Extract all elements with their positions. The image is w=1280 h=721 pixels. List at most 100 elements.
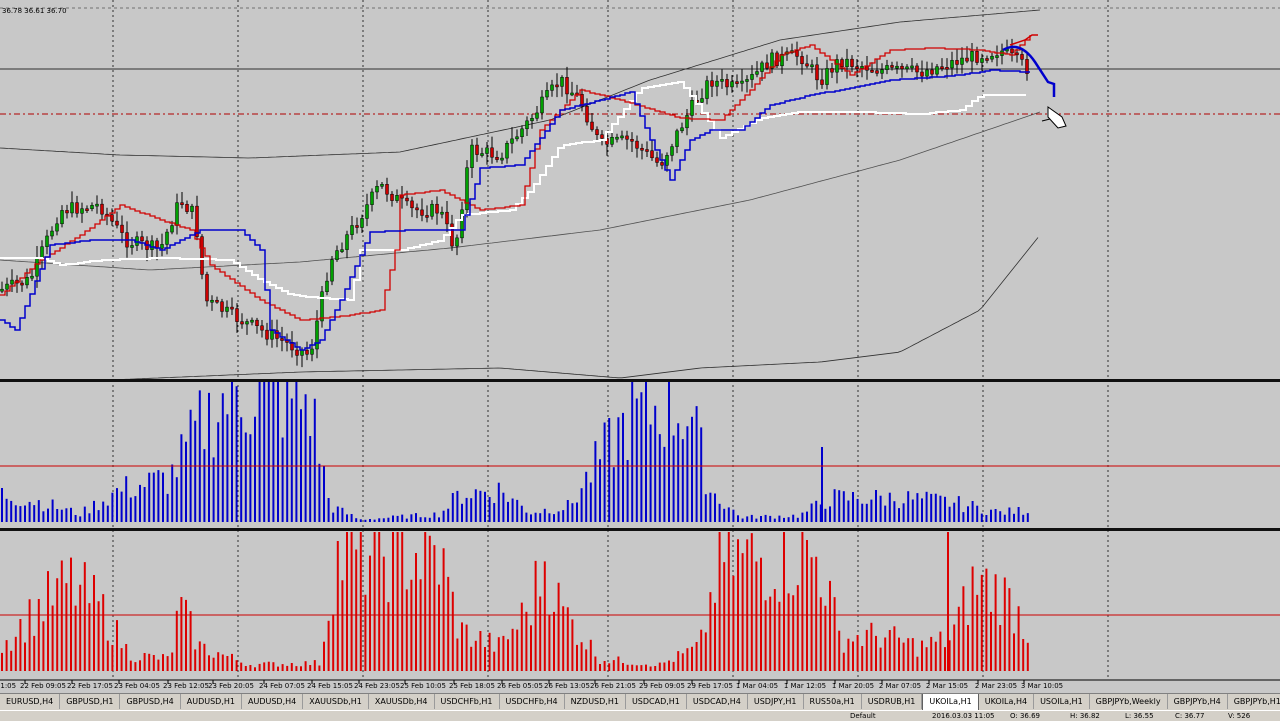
candle-body [210, 299, 214, 303]
candle-body [835, 59, 839, 73]
candle-body [920, 71, 924, 77]
candle-body [135, 236, 139, 246]
chart-tab-eurusd-h4[interactable]: EURUSD,H4 [0, 694, 61, 709]
candle-body [490, 147, 494, 158]
candle-body [420, 209, 424, 216]
candle-body [255, 319, 259, 327]
chart-tab-usdchfb-h4[interactable]: USDCHFb,H4 [500, 694, 565, 709]
candle-body [740, 80, 744, 84]
candle-body [765, 62, 769, 69]
candle-body [160, 244, 164, 249]
candle-body [610, 137, 614, 145]
candle-body [815, 64, 819, 81]
chart-tab-xauusdb-h1[interactable]: XAUUSDb,H1 [303, 694, 369, 709]
candle-body [810, 64, 814, 68]
candle-body [365, 204, 369, 219]
candle-body [830, 68, 834, 73]
candle-body [775, 52, 779, 67]
candle-body [880, 69, 884, 74]
time-label: 23 Feb 04:05 [114, 682, 160, 690]
candle-body [20, 282, 24, 286]
cursor-shadow [1041, 118, 1051, 122]
candle-body [25, 277, 29, 286]
candle-body [930, 69, 934, 75]
candle-body [585, 106, 589, 123]
candle-body [725, 79, 729, 88]
forecast-red-line [1009, 34, 1038, 46]
candle-body [115, 220, 119, 226]
chart-tab-usdrub-h1[interactable]: USDRUB,H1 [862, 694, 923, 709]
chart-tab-gbpjpyb-h1[interactable]: GBPJPYb,H1 [1228, 694, 1280, 709]
candle-body [455, 237, 459, 247]
envelope-lines [0, 9, 1041, 381]
chart-tab-audusd-h1[interactable]: AUDUSD,H1 [181, 694, 242, 709]
status-open: O: 36.69 [1010, 712, 1041, 720]
candle-body [470, 144, 474, 168]
time-label: 24 Feb 23:05 [354, 682, 400, 690]
chart-tab-usdcad-h1[interactable]: USDCAD,H1 [626, 694, 687, 709]
candle-body [65, 210, 69, 214]
candle-body [840, 59, 844, 68]
candle-body [770, 52, 774, 69]
candle-body [975, 51, 979, 63]
candle-body [390, 193, 394, 201]
chart-tab-nzdusd-h1[interactable]: NZDUSD,H1 [565, 694, 626, 709]
candle-body [410, 200, 414, 209]
chart-tab-usdjpy-h1[interactable]: USDJPY,H1 [748, 694, 804, 709]
chart-tab-gbpusd-h4[interactable]: GBPUSD,H4 [120, 694, 181, 709]
chart-tab-usdchfb-h1[interactable]: USDCHFb,H1 [435, 694, 500, 709]
chart-tab-audusd-h4[interactable]: AUDUSD,H4 [242, 694, 304, 709]
chart-tab-gbpjpyb-h4[interactable]: GBPJPYb,H4 [1168, 694, 1228, 709]
candle-body [750, 74, 754, 80]
chart-tab-usdcad-h4[interactable]: USDCAD,H4 [687, 694, 748, 709]
chart-tab-ukoila-h4[interactable]: UKOILa,H4 [979, 694, 1035, 709]
time-label: 3 Mar 10:05 [1021, 682, 1063, 690]
candle-body [895, 65, 899, 69]
candle-body [910, 65, 914, 69]
chart-tab-rus50a-h1[interactable]: RUS50a,H1 [804, 694, 862, 709]
candle-body [100, 203, 104, 215]
time-label: 24 Feb 07:05 [259, 682, 305, 690]
candle-body [875, 70, 879, 74]
candle-body [995, 55, 999, 58]
candle-body [355, 225, 359, 228]
time-label: 29 Feb 09:05 [639, 682, 685, 690]
candle-body [990, 55, 994, 60]
candle-body [735, 81, 739, 84]
chart-tab-xauusdb-h4[interactable]: XAUUSDb,H4 [369, 694, 435, 709]
candle-body [170, 225, 174, 233]
candle-body [520, 128, 524, 138]
candle-body [335, 250, 339, 260]
candle-body [885, 65, 889, 70]
chart-tab-ukoila-h1[interactable]: UKOILa,H1 [922, 694, 979, 710]
candle-body [500, 157, 504, 161]
chart-tab-gbpjpyb-weekly[interactable]: GBPJPYb,Weekly [1090, 694, 1168, 709]
time-label: 29 Feb 17:05 [687, 682, 733, 690]
candle-body [30, 275, 34, 279]
candle-body [245, 321, 249, 325]
candle-body [310, 348, 314, 355]
chart-tab-usoila-h1[interactable]: USOILa,H1 [1034, 694, 1090, 709]
candle-body [960, 57, 964, 65]
candle-body [120, 224, 124, 233]
candle-body [360, 218, 364, 228]
candle-body [715, 80, 719, 87]
candle-body [505, 142, 509, 159]
candle-body [630, 139, 634, 142]
candle-body [485, 147, 489, 154]
candle-body [555, 84, 559, 88]
pane-separator [0, 379, 1280, 382]
candle-body [540, 96, 544, 114]
candle-body [80, 208, 84, 214]
candle-body [235, 308, 239, 322]
candle-body [935, 66, 939, 75]
pane-separators[interactable] [0, 379, 1280, 681]
candle-body [645, 149, 649, 152]
chart-tab-gbpusd-h1[interactable]: GBPUSD,H1 [60, 694, 121, 709]
candle-body [925, 69, 929, 77]
chart-tab-bar: EURUSD,H4 GBPUSD,H1 GBPUSD,H4 AUDUSD,H1 AUDU… [0, 693, 1280, 710]
buy-histogram [0, 381, 1280, 522]
candle-body [615, 136, 619, 140]
candle-body [325, 280, 329, 292]
